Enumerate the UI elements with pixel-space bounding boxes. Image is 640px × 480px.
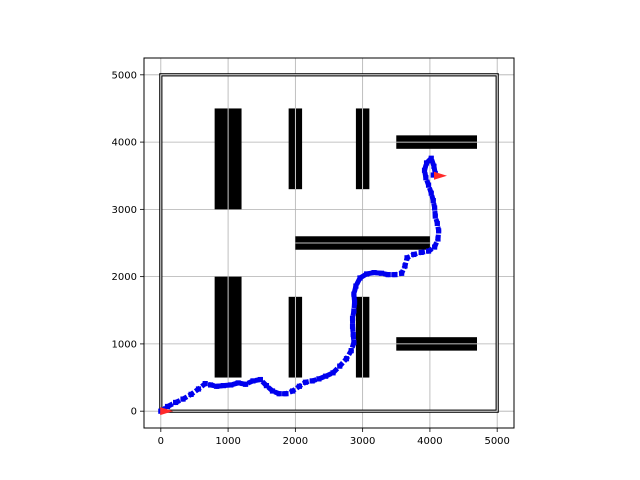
path-point-14: [257, 376, 263, 383]
path-point-1: [164, 403, 171, 410]
marker-1: [160, 407, 174, 416]
path-series: [158, 153, 442, 414]
path-point-15: [263, 383, 270, 389]
path-point-48: [425, 248, 432, 254]
path-point-21: [302, 379, 309, 385]
path-point-57: [425, 182, 432, 188]
path-point-20: [296, 383, 302, 389]
path-point-36: [353, 283, 359, 289]
y-tick-label-5: 5000: [112, 70, 137, 81]
boundary-inner: [160, 74, 498, 412]
y-tick-label-4: 4000: [112, 138, 137, 149]
path-point-51: [436, 228, 442, 234]
path-point-55: [430, 198, 436, 204]
path-point-59: [421, 167, 428, 173]
path-point-56: [428, 190, 434, 196]
marker-group: [160, 171, 447, 416]
path-point-40: [378, 270, 385, 276]
path-point-53: [432, 213, 438, 219]
x-tick-label-5: 5000: [484, 436, 509, 447]
x-tick-label-1: 1000: [215, 436, 240, 447]
path-point-41: [385, 272, 391, 278]
path-point-16: [269, 388, 276, 394]
path-point-24: [323, 373, 329, 379]
path-point-4: [188, 391, 194, 397]
path-point-30: [350, 331, 356, 338]
x-tick-label-0: 0: [158, 436, 164, 447]
path-point-42: [392, 272, 398, 278]
path-point-22: [309, 378, 315, 384]
obstacle-group: [214, 108, 477, 378]
y-tick-label-0: 0: [131, 407, 137, 418]
path-point-11: [235, 380, 241, 386]
path-point-23: [316, 376, 322, 382]
path-point-7: [208, 382, 214, 388]
path-point-28: [348, 348, 354, 354]
path-point-37: [357, 275, 363, 281]
path-point-50: [435, 236, 441, 242]
path-point-39: [371, 270, 377, 276]
path-point-9: [220, 383, 226, 389]
boundary-wall: [159, 73, 499, 413]
path-point-31: [349, 323, 356, 330]
path-point-17: [276, 391, 282, 397]
path-point-43: [399, 270, 405, 276]
path-point-47: [418, 249, 424, 256]
path-point-60: [423, 160, 430, 166]
path-point-29: [351, 339, 357, 346]
path-point-46: [411, 251, 417, 258]
path-point-10: [228, 382, 234, 388]
path-point-52: [434, 220, 440, 227]
path-point-64: [430, 172, 436, 178]
path-point-45: [404, 255, 410, 261]
path-point-38: [364, 271, 370, 277]
y-tick-label-1: 1000: [112, 339, 137, 350]
path-point-49: [432, 244, 438, 250]
path-point-12: [242, 381, 249, 387]
y-tick-label-2: 2000: [112, 272, 137, 283]
path-point-34: [351, 299, 358, 305]
x-tick-label-4: 4000: [417, 436, 442, 447]
path-point-61: [428, 155, 434, 161]
marker-0: [434, 171, 447, 180]
path-point-58: [423, 175, 429, 181]
path-point-33: [351, 308, 357, 314]
x-tick-label-2: 2000: [283, 436, 308, 447]
path-point-19: [290, 388, 296, 394]
path-point-18: [283, 391, 289, 397]
path-point-62: [431, 163, 437, 169]
path-point-27: [343, 356, 350, 362]
path-point-25: [330, 370, 336, 376]
path-point-32: [349, 315, 356, 321]
path-point-44: [402, 263, 408, 269]
y-axis-ticks: 0 1000 2000 3000 4000 5000: [112, 70, 144, 418]
path-point-13: [250, 378, 256, 384]
path-point-5: [195, 386, 202, 392]
x-tick-label-3: 3000: [350, 436, 375, 447]
path-point-3: [180, 396, 186, 402]
path-point-2: [173, 399, 179, 406]
axes-frame: [143, 57, 515, 429]
path-point-54: [432, 205, 438, 211]
y-tick-label-3: 3000: [112, 205, 137, 216]
path-point-35: [351, 291, 357, 297]
path-point-8: [214, 383, 220, 389]
path-point-26: [337, 363, 343, 369]
path-point-6: [202, 381, 208, 387]
x-axis-ticks: 0 1000 2000 3000 4000 5000: [158, 428, 510, 447]
